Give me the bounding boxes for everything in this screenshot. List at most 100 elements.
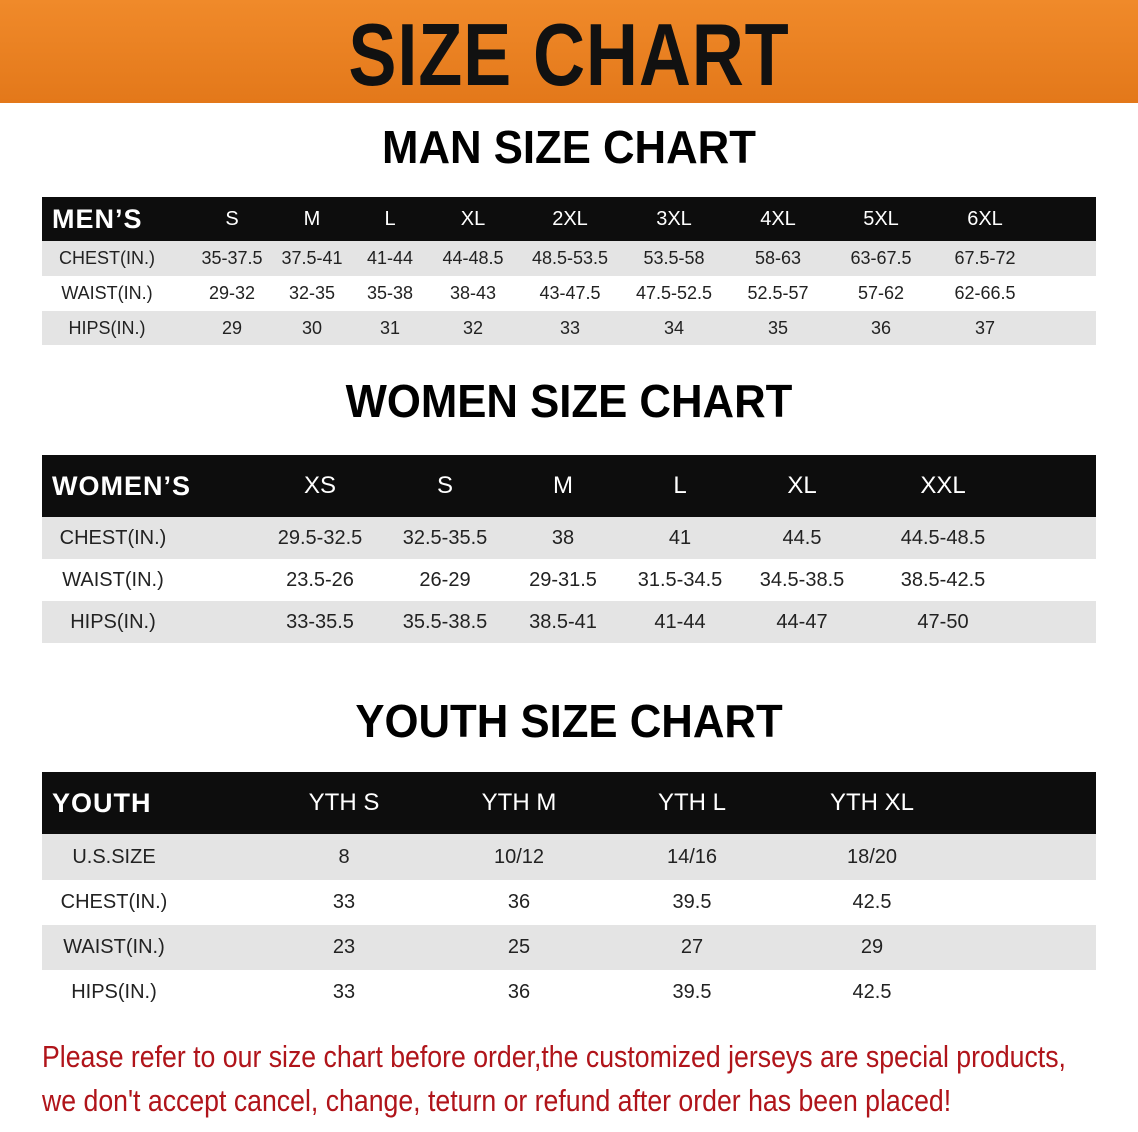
table-cell: 32	[462, 317, 484, 338]
size-header: XXL	[920, 472, 966, 499]
measurement-label: WAIST(IN.)	[61, 283, 153, 303]
women-header-label: WOMEN’S	[52, 470, 191, 501]
table-cell: 26-29	[419, 568, 471, 591]
size-header: XL	[460, 207, 486, 230]
table-cell: 38-43	[449, 283, 497, 303]
youth-size-table: YOUTH YTH S YTH M YTH L YTH XL U.S.SIZE 8 10/12…	[42, 772, 1096, 1015]
men-title: MAN SIZE CHART	[382, 121, 756, 173]
youth-header-label: YOUTH	[52, 787, 152, 818]
table-cell: 18/20	[846, 845, 898, 868]
size-header: 5XL	[863, 207, 899, 230]
measurement-label: HIPS(IN.)	[70, 610, 156, 633]
measurement-label: HIPS(IN.)	[71, 981, 157, 1003]
table-row: CHEST(IN.) 29.5-32.5 32.5-35.5 38 41 44.5 44.5…	[42, 517, 1096, 559]
size-header: M	[553, 472, 573, 499]
table-cell: 23	[332, 936, 356, 958]
size-header: YTH L	[657, 789, 727, 816]
table-row: HIPS(IN.) 29 30 31 32 33 34 35 36 37	[42, 311, 1096, 345]
table-cell: 42.5	[852, 891, 892, 913]
women-size-table: WOMEN’S XS S M L XL XXL CHEST(IN.) 29.5-32.5 32.5…	[42, 455, 1096, 643]
table-cell: 33	[332, 891, 356, 913]
banner: SIZE CHART	[0, 0, 1138, 104]
table-cell: 33	[559, 317, 581, 338]
youth-title: YOUTH SIZE CHART	[355, 695, 783, 747]
women-title: WOMEN SIZE CHART	[345, 375, 793, 427]
measurement-label: WAIST(IN.)	[63, 936, 165, 958]
size-header: L	[673, 472, 687, 499]
measurement-label: CHEST(IN.)	[59, 248, 155, 268]
table-cell: 27	[680, 936, 704, 958]
table-cell: 25	[507, 936, 531, 958]
table-cell: 29-32	[208, 283, 256, 303]
size-header: 4XL	[760, 207, 796, 230]
table-cell: 42.5	[852, 981, 892, 1003]
table-cell: 38.5-41	[529, 610, 597, 633]
table-cell: 67.5-72	[954, 248, 1016, 268]
table-cell: 44.5	[782, 526, 822, 549]
size-header: S	[436, 472, 454, 499]
table-cell: 33	[332, 981, 356, 1003]
measurement-label: WAIST(IN.)	[62, 568, 164, 591]
table-row: WAIST(IN.) 23.5-26 26-29 29-31.5 31.5-34.5 34…	[42, 559, 1096, 601]
table-cell: 38.5-42.5	[900, 568, 986, 591]
table-cell: 31	[379, 317, 401, 338]
table-cell: 63-67.5	[850, 248, 912, 268]
table-cell: 47-50	[917, 610, 969, 633]
measurement-label: CHEST(IN.)	[59, 526, 167, 549]
table-row: CHEST(IN.) 35-37.5 37.5-41 41-44 44-48.5 48.5…	[42, 241, 1096, 276]
table-cell: 44-48.5	[442, 248, 504, 268]
table-row: U.S.SIZE 8 10/12 14/16 18/20	[42, 834, 1096, 880]
table-cell: 33-35.5	[286, 610, 354, 633]
size-header: XL	[787, 472, 817, 499]
table-cell: 58-63	[754, 248, 802, 268]
table-cell: 14/16	[666, 845, 718, 868]
footer-notice-line-1: Please refer to our size chart before or…	[42, 1039, 1066, 1074]
table-cell: 23.5-26	[286, 568, 354, 591]
table-row: HIPS(IN.) 33 36 39.5 42.5	[42, 970, 1096, 1015]
table-cell: 30	[301, 317, 323, 338]
table-cell: 8	[338, 845, 350, 868]
table-cell: 53.5-58	[643, 248, 705, 268]
table-row: HIPS(IN.) 33-35.5 35.5-38.5 38.5-41 41-44 44-…	[42, 601, 1096, 643]
table-cell: 34.5-38.5	[759, 568, 845, 591]
table-cell: 36	[507, 891, 531, 913]
table-cell: 48.5-53.5	[531, 248, 609, 268]
table-cell: 41-44	[654, 610, 706, 633]
table-cell: 41-44	[366, 248, 414, 268]
table-cell: 35.5-38.5	[402, 610, 488, 633]
table-cell: 29	[221, 317, 243, 338]
table-cell: 39.5	[672, 891, 712, 913]
table-row: CHEST(IN.) 33 36 39.5 42.5	[42, 880, 1096, 925]
table-cell: 43-47.5	[539, 283, 601, 303]
table-cell: 36	[870, 317, 892, 338]
size-header: XS	[303, 472, 337, 499]
table-cell: 32.5-35.5	[402, 526, 488, 549]
table-cell: 52.5-57	[747, 283, 809, 303]
table-cell: 44-47	[776, 610, 828, 633]
women-header-row: WOMEN’S XS S M L XL XXL	[42, 455, 1096, 517]
youth-header-row: YOUTH YTH S YTH M YTH L YTH XL	[42, 772, 1096, 834]
table-cell: 41	[668, 526, 692, 549]
size-header: YTH S	[308, 789, 380, 816]
table-row: WAIST(IN.) 29-32 32-35 35-38 38-43 43-47.5 47.…	[42, 276, 1096, 311]
table-cell: 35-37.5	[201, 248, 263, 268]
table-cell: 44.5-48.5	[900, 526, 986, 549]
table-cell: 34	[663, 317, 685, 338]
size-header: 3XL	[656, 207, 692, 230]
men-header-row: MEN’S S M L XL 2XL 3XL 4XL 5XL 6XL	[42, 197, 1096, 241]
table-cell: 29-31.5	[529, 568, 597, 591]
banner-title: SIZE CHART	[348, 5, 790, 104]
table-cell: 39.5	[672, 981, 712, 1003]
table-cell: 10/12	[493, 845, 545, 868]
size-header: YTH M	[481, 789, 557, 816]
table-cell: 32-35	[288, 283, 336, 303]
table-cell: 36	[507, 981, 531, 1003]
men-size-table: MEN’S S M L XL 2XL 3XL 4XL 5XL 6XL CHEST(IN.) 35-37…	[42, 197, 1096, 345]
table-cell: 35-38	[366, 283, 414, 303]
table-cell: 37	[974, 317, 996, 338]
measurement-label: CHEST(IN.)	[60, 891, 168, 913]
table-cell: 38	[551, 526, 575, 549]
table-cell: 31.5-34.5	[637, 568, 723, 591]
footer-notice-line-2: we don't accept cancel, change, teturn o…	[42, 1083, 952, 1118]
measurement-label: U.S.SIZE	[72, 845, 156, 868]
